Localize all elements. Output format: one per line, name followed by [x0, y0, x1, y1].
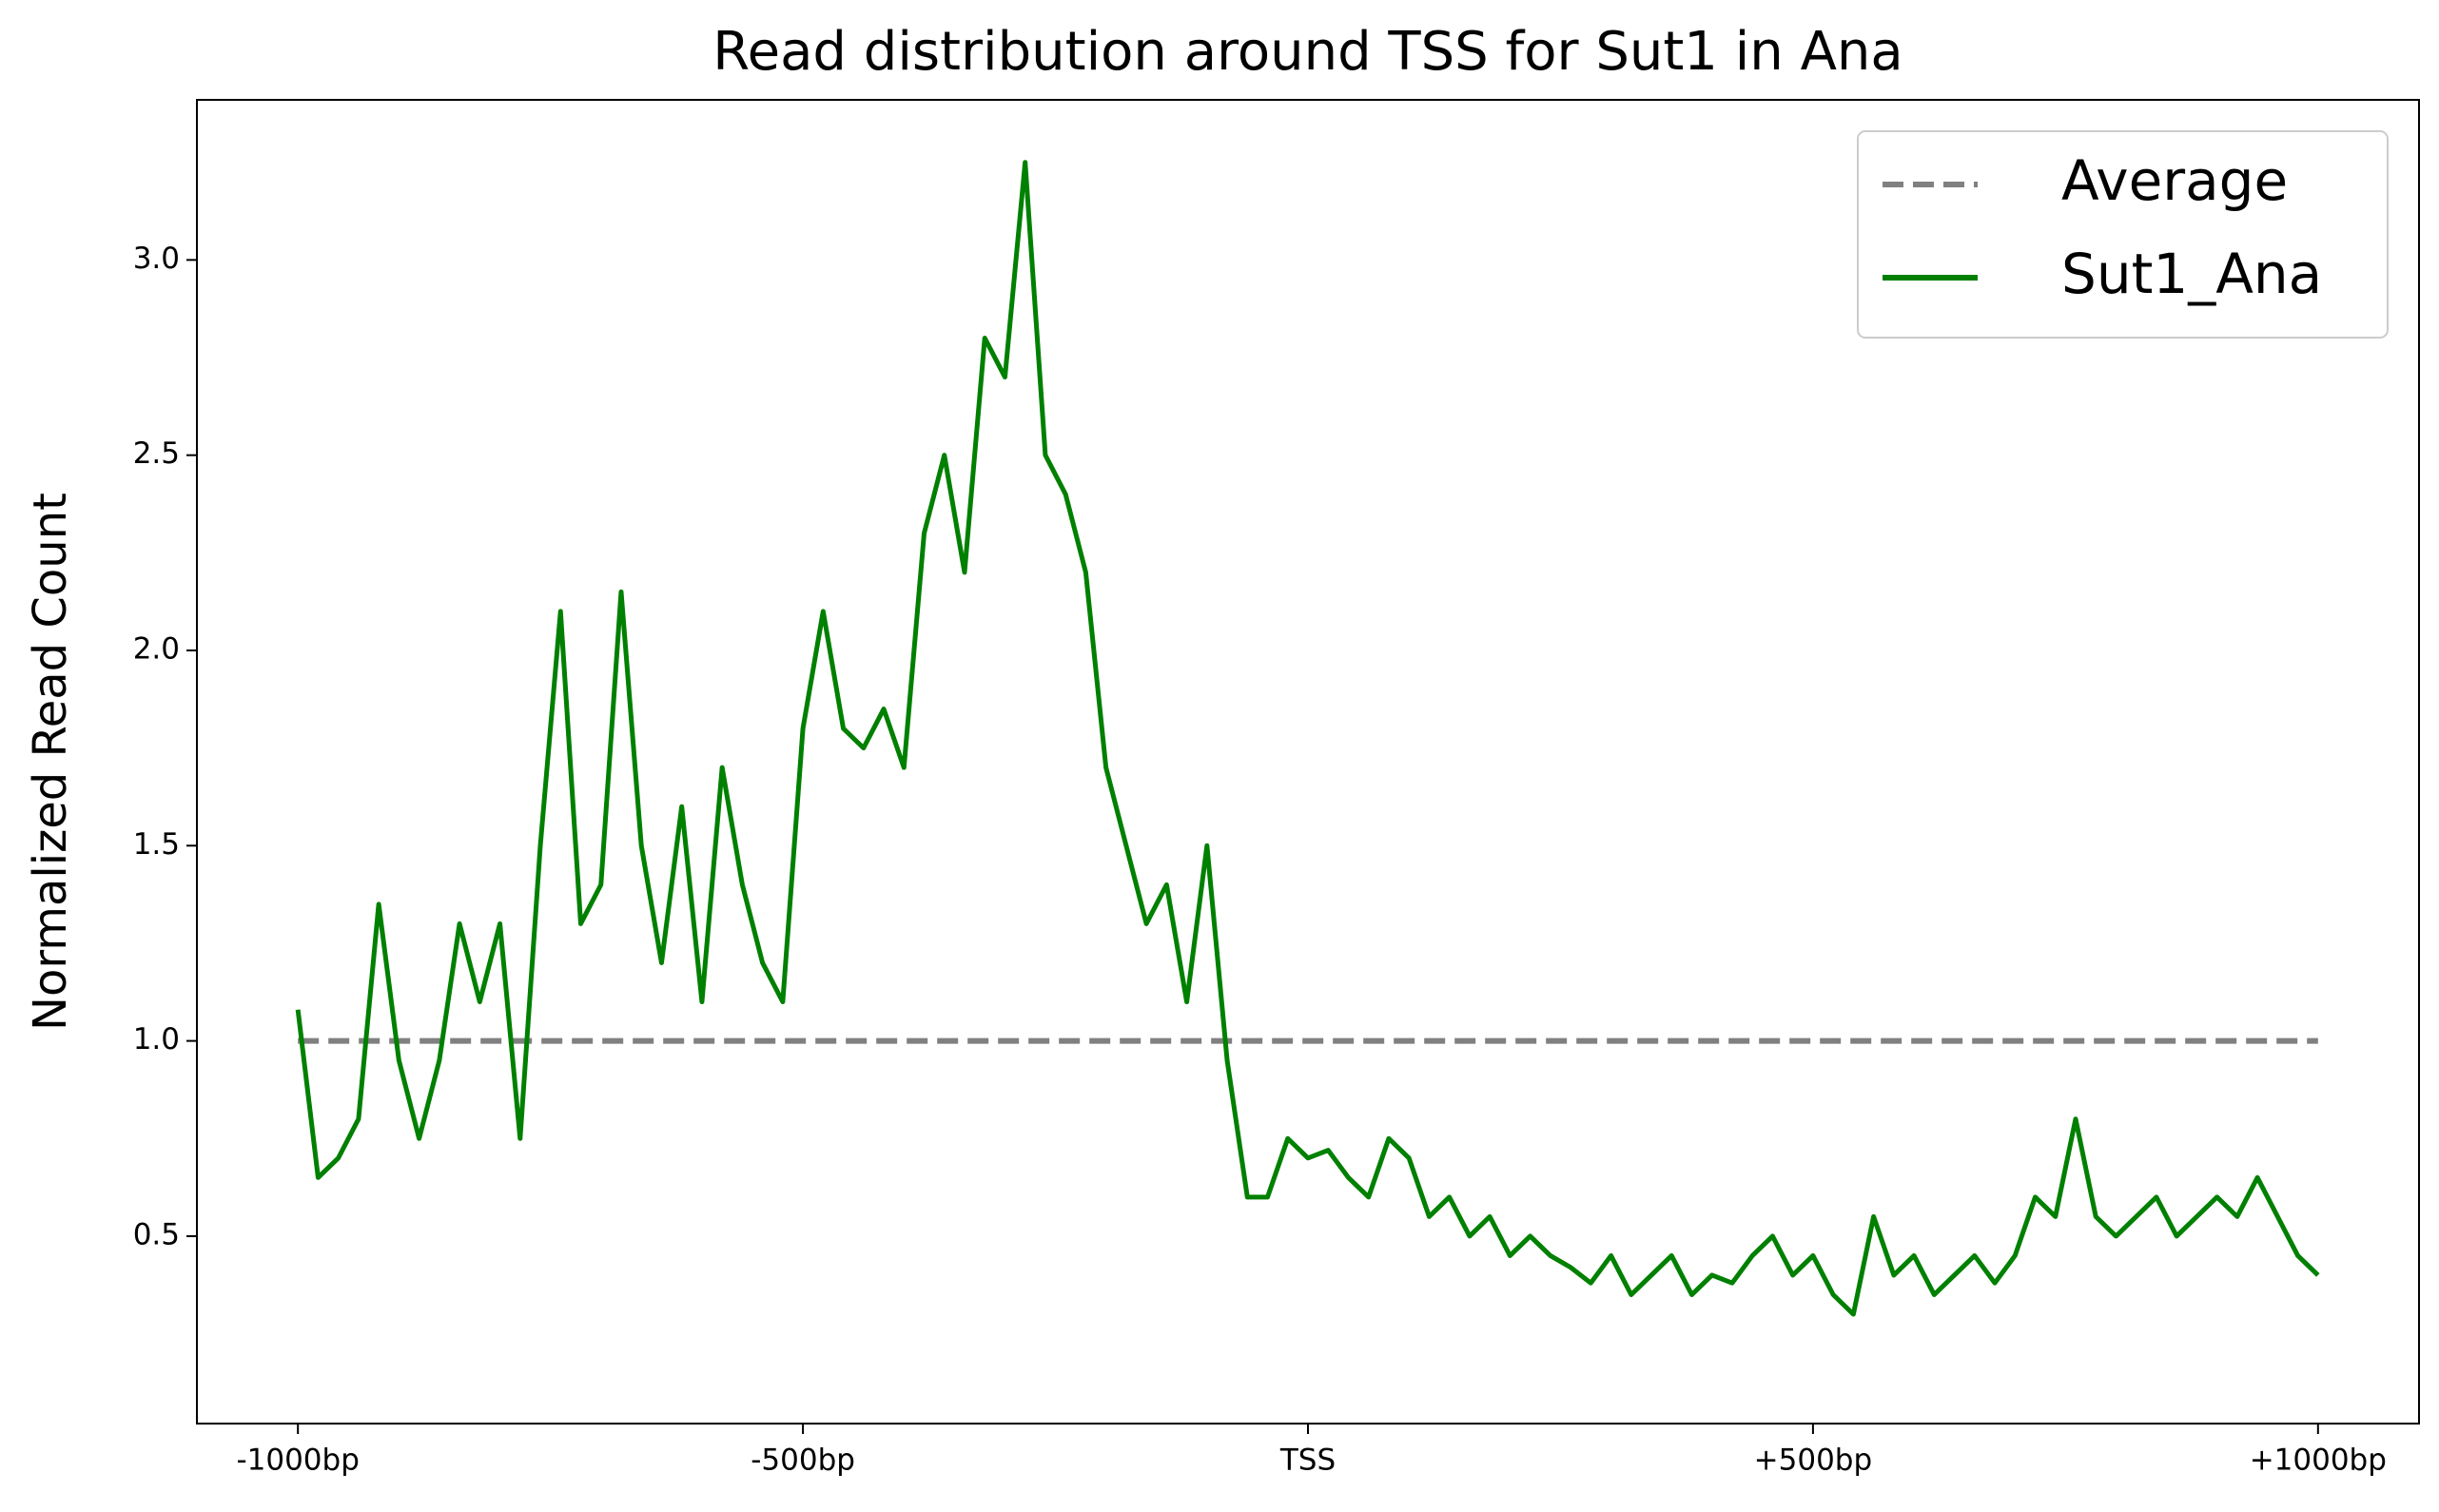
x-tick-label: +500bp [1754, 1444, 1873, 1478]
y-tick-label: 1.0 [133, 1022, 180, 1056]
plot-frame [196, 99, 2420, 1425]
legend-box [1857, 130, 2389, 339]
y-tick-label: 2.5 [133, 436, 180, 471]
legend-label: Average [2061, 148, 2288, 213]
data-line [295, 160, 2320, 1317]
chart-title: Read distribution around TSS for Sut1 in… [712, 21, 1902, 83]
x-tick-label: -500bp [751, 1444, 855, 1478]
x-tick-label: -1000bp [236, 1444, 359, 1478]
y-tick-label: 1.5 [133, 827, 180, 862]
x-tick-label: TSS [1279, 1444, 1336, 1478]
x-tick-label: +1000bp [2250, 1444, 2387, 1478]
y-tick-label: 0.5 [133, 1217, 180, 1251]
legend-label: Sut1_Ana [2061, 242, 2322, 306]
y-tick-label: 3.0 [133, 242, 180, 276]
y-axis-label: Normalized Read Count [24, 493, 77, 1031]
y-tick-label: 2.0 [133, 631, 180, 666]
